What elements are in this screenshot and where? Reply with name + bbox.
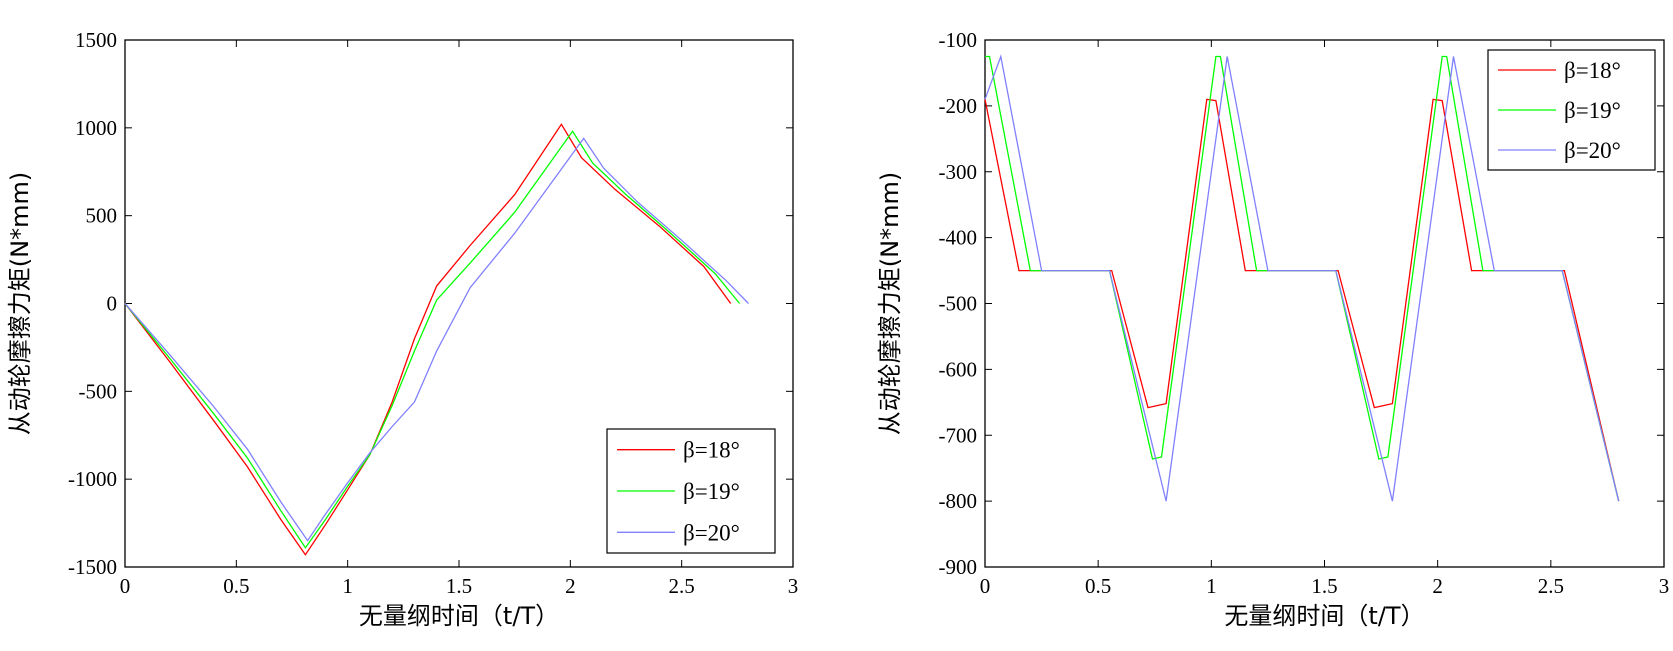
y-tick-label: -900 bbox=[939, 555, 978, 579]
y-tick-label: 0 bbox=[107, 292, 118, 316]
y-tick-label: 500 bbox=[86, 204, 118, 228]
y-tick-label: 1000 bbox=[75, 116, 117, 140]
x-tick-label: 1 bbox=[342, 574, 353, 598]
x-tick-label: 1 bbox=[1206, 574, 1217, 598]
legend: β=18° β=19° β=20° bbox=[1487, 49, 1656, 171]
x-tick-label: 2 bbox=[565, 574, 576, 598]
y-tick-label: -200 bbox=[939, 94, 978, 118]
series-line-2 bbox=[124, 130, 741, 549]
y-tick-label: -500 bbox=[939, 292, 978, 316]
x-tick-label: 0.5 bbox=[223, 574, 249, 598]
x-axis-title: 无量纲时间（t/T） bbox=[1224, 602, 1424, 630]
y-tick-label: -1000 bbox=[68, 467, 117, 491]
x-tick-label: 1.5 bbox=[1311, 574, 1337, 598]
y-tick-label: -300 bbox=[939, 160, 978, 184]
left-chart: 0 0.5 1 1.5 2 2.5 3 -1500 -1000 -500 0 500 1000 1500 无… bbox=[6, 28, 798, 630]
series-line-1 bbox=[124, 123, 732, 556]
series-line-3 bbox=[124, 137, 749, 542]
right-chart: 0 0.5 1 1.5 2 2.5 3 -900 -800 -700 -600 -500 -400 -30… bbox=[876, 28, 1669, 630]
legend-label-3: β=20° bbox=[1564, 138, 1621, 163]
x-tick-label: 2.5 bbox=[1538, 574, 1564, 598]
y-axis-title: 从动轮摩擦力矩(N*mm) bbox=[6, 172, 34, 435]
series-line-3 bbox=[984, 54, 1620, 502]
x-tick-label: 0 bbox=[120, 574, 131, 598]
legend-label-2: β=19° bbox=[683, 479, 740, 504]
x-tick-label: 3 bbox=[788, 574, 799, 598]
legend-label-1: β=18° bbox=[1564, 58, 1621, 83]
x-tick-label: 2.5 bbox=[669, 574, 695, 598]
x-tick-label: 1.5 bbox=[446, 574, 472, 598]
legend-label-2: β=19° bbox=[1564, 98, 1621, 123]
y-tick-label: -100 bbox=[939, 28, 978, 52]
y-tick-label: -700 bbox=[939, 423, 978, 447]
legend: β=18° β=19° β=20° bbox=[606, 428, 776, 554]
x-tick-label: 3 bbox=[1659, 574, 1670, 598]
x-tick-label: 2 bbox=[1432, 574, 1443, 598]
y-tick-label: -400 bbox=[939, 226, 978, 250]
x-axis-title: 无量纲时间（t/T） bbox=[359, 602, 559, 630]
y-tick-label: -600 bbox=[939, 357, 978, 381]
x-tick-label: 0.5 bbox=[1085, 574, 1111, 598]
legend-label-3: β=20° bbox=[683, 520, 740, 545]
x-tick-label: 0 bbox=[980, 574, 991, 598]
legend-label-1: β=18° bbox=[683, 438, 740, 463]
y-tick-label: -1500 bbox=[68, 555, 117, 579]
y-axis-title: 从动轮摩擦力矩(N*mm) bbox=[876, 172, 904, 435]
y-tick-label: -500 bbox=[79, 379, 118, 403]
y-tick-label: -800 bbox=[939, 489, 978, 513]
y-tick-label: 1500 bbox=[75, 28, 117, 52]
